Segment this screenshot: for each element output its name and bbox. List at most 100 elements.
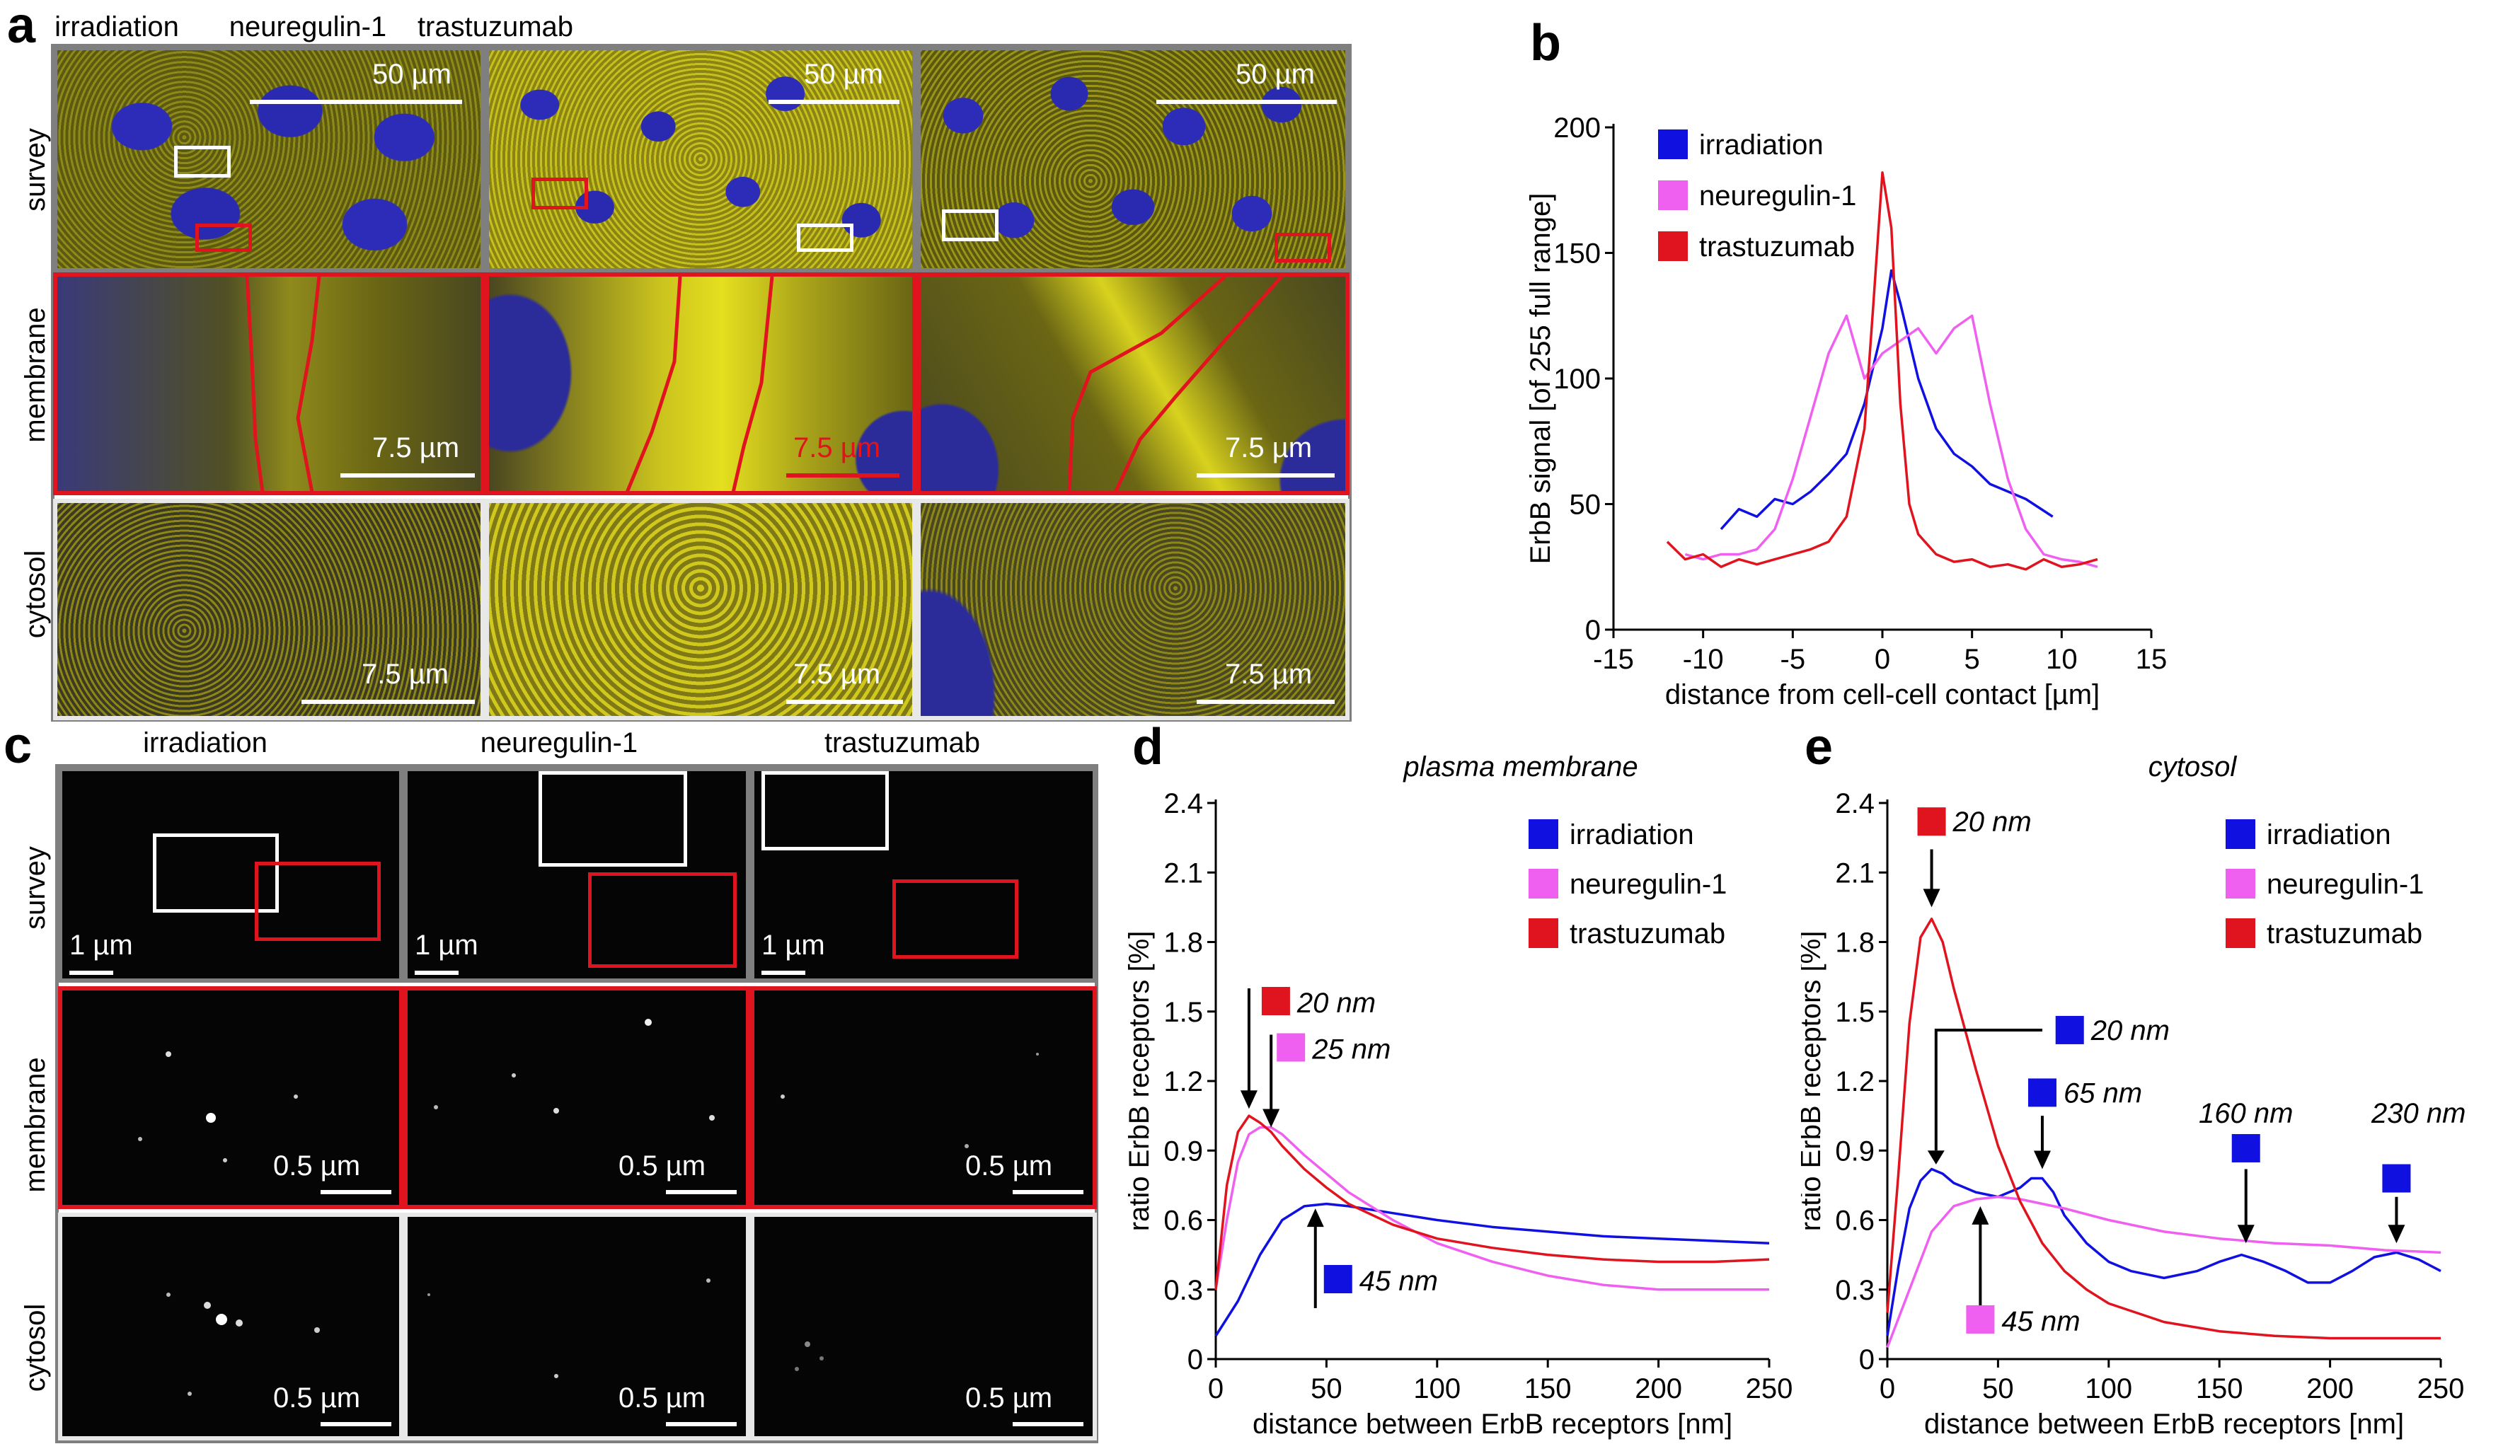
y-tick-label: 0.9 [1163,1136,1203,1167]
ann-label-20nm: 20 nm [1296,988,1376,1019]
x-tick-label: 100 [2085,1373,2132,1404]
panel-label-e: e [1805,719,1834,775]
em-particles [166,1293,320,1396]
scale-bar [250,100,462,104]
x-tick-label: 250 [2417,1373,2465,1404]
roi-cytosol [797,224,853,252]
membrane-image-trastuzumab: 7.5 µm [916,272,1350,495]
roi-cytosol [761,771,889,850]
scale-label: 50 µm [1236,59,1315,90]
arrow-25nm-head [1262,1109,1280,1128]
scale-label: 1 µm [761,930,825,961]
scale-bar [321,1422,391,1426]
scale-label: 7.5 µm [793,432,881,463]
scale-label: 7.5 µm [362,659,449,690]
series-line-neuregulin-1 [1214,1126,1769,1291]
scale-bar [340,473,475,478]
scale-bar [301,700,475,704]
x-tick-label: 200 [2306,1373,2354,1404]
legend-label-irradiation: irradiation [1570,819,1694,850]
scale-bar [1013,1190,1083,1194]
em-cytosol-neuregulin: 0.5 µm [403,1213,750,1440]
scale-bar [1013,1422,1083,1426]
em-particles [781,1053,1039,1148]
em-survey-neuregulin: 1 µm [403,767,750,983]
survey-image-trastuzumab: 50 µm [916,46,1350,272]
series-line-irradiation [1214,1202,1770,1337]
scale-label: 0.5 µm [965,1382,1053,1414]
x-tick-label: -10 [1683,644,1724,675]
em-membrane-neuregulin: 0.5 µm [403,986,750,1209]
chart-b: 0 50 100 150 200 -15 -10 -5 0 5 10 15 distance from … [1525,112,2167,710]
scale-label: 1 µm [69,930,133,961]
roi-cytosol [174,146,231,178]
row-label-membrane-a: membrane [20,307,51,443]
ann-swatch-45nm [1323,1265,1352,1293]
legend-label-trastuzumab: trastuzumab [1570,918,1725,949]
ann-label-230nm: 230 nm [2371,1098,2466,1129]
y-tick-label: 1.2 [1163,1066,1203,1097]
col-label-neuregulin-c: neuregulin-1 [480,727,638,758]
y-tick-label: 0.6 [1835,1206,1875,1237]
scale-label: 50 µm [372,59,451,90]
y-tick-label: 1.2 [1835,1066,1875,1097]
ann-swatch-20nm-red [1917,807,1946,836]
x-axis-label: distance between ErbB receptors [nm] [1924,1409,2404,1440]
arrow-65nm-head [2033,1150,2051,1169]
legend-label-irradiation: irradiation [2267,819,2391,850]
em-membrane-trastuzumab: 0.5 µm [750,986,1097,1209]
scale-bar [666,1190,737,1194]
ann-swatch-20nm [1261,987,1290,1015]
scale-label: 0.5 µm [965,1150,1053,1181]
y-tick-label: 0 [1859,1344,1875,1375]
roi-cytosol [942,209,999,241]
scale-label: 1 µm [415,930,478,961]
y-axis-label: ratio ErbB receptors [%] [1125,931,1155,1232]
roi-membrane [255,862,381,941]
em-particles [427,1278,710,1378]
roi-membrane [588,872,737,968]
ann-label-20nm-red: 20 nm [1952,807,2032,838]
scale-label: 50 µm [804,59,883,90]
x-tick-label: 50 [1311,1373,1342,1404]
ann-swatch-25nm [1277,1033,1306,1062]
legend-swatch-trastuzumab [1529,918,1558,948]
x-tick-label: 0 [1875,644,1890,675]
y-tick-label: 0.3 [1835,1275,1875,1306]
scale-bar [786,700,903,704]
legend-label-neuregulin-1: neuregulin-1 [2267,869,2424,900]
panel-label-b: b [1530,15,1561,71]
scale-bar [1197,700,1335,704]
em-cytosol-irradiation: 0.5 µm [58,1213,403,1440]
row-label-cytosol-a: cytosol [20,550,51,639]
ann-label-160nm: 160 nm [2199,1098,2293,1129]
em-survey-irradiation: 1 µm [58,767,403,983]
x-axis-label: distance between ErbB receptors [nm] [1253,1409,1732,1440]
ann-label-45nm: 45 nm [1359,1266,1438,1297]
em-particles [434,1019,715,1121]
x-tick-label: 50 [1982,1373,2014,1404]
y-tick-label: 1.5 [1163,997,1203,1028]
x-tick-label: 0 [1880,1373,1895,1404]
series-line-neuregulin-1 [1684,314,2098,568]
y-tick-label: 150 [1553,238,1601,270]
arrow-20nm-blue-head [1927,1150,1945,1165]
roi-membrane [1275,233,1331,262]
scale-label: 7.5 µm [372,432,460,463]
x-tick-label: -5 [1780,644,1806,675]
series-line-trastuzumab [1214,1114,1770,1290]
y-tick-label: 0.9 [1835,1136,1875,1167]
x-axis-label: distance from cell-cell contact [µm] [1665,679,2100,710]
legend-swatch-trastuzumab [2226,918,2255,948]
x-tick-label: -15 [1593,644,1634,675]
arrow-230nm-head [2388,1225,2405,1244]
y-tick-label: 100 [1553,364,1601,395]
legend-swatch-neuregulin-1 [1658,180,1688,210]
legend-label-trastuzumab: trastuzumab [2267,918,2422,949]
scale-bar [1197,473,1335,478]
roi-cytosol [539,771,687,867]
scale-bar [786,473,899,478]
ann-label-25nm: 25 nm [1311,1034,1391,1065]
legend-label-neuregulin-1: neuregulin-1 [1570,869,1727,900]
x-tick-label: 5 [1964,644,1980,675]
